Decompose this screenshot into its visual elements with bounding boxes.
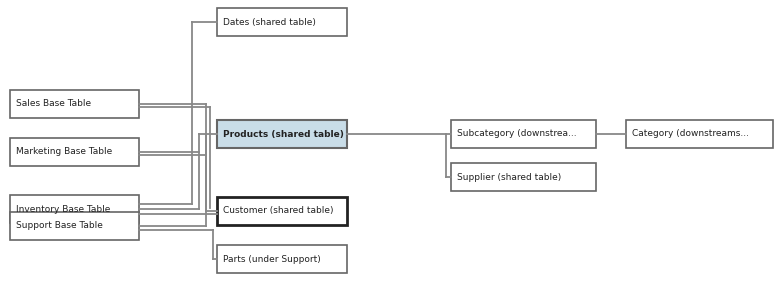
FancyBboxPatch shape: [451, 163, 596, 191]
Text: Dates (shared table): Dates (shared table): [223, 17, 316, 26]
FancyBboxPatch shape: [10, 90, 140, 118]
Text: Products (shared table): Products (shared table): [223, 130, 344, 139]
FancyBboxPatch shape: [217, 8, 347, 36]
Text: Marketing Base Table: Marketing Base Table: [16, 148, 112, 157]
FancyBboxPatch shape: [10, 212, 140, 240]
FancyBboxPatch shape: [451, 120, 596, 148]
FancyBboxPatch shape: [10, 138, 140, 166]
FancyBboxPatch shape: [217, 245, 347, 273]
Text: Inventory Base Table: Inventory Base Table: [16, 204, 110, 213]
Text: Category (downstreams...: Category (downstreams...: [632, 130, 748, 139]
FancyBboxPatch shape: [217, 197, 347, 225]
Text: Customer (shared table): Customer (shared table): [223, 206, 333, 215]
Text: Sales Base Table: Sales Base Table: [16, 99, 91, 108]
Text: Parts (under Support): Parts (under Support): [223, 255, 321, 264]
FancyBboxPatch shape: [10, 195, 140, 223]
Text: Supplier (shared table): Supplier (shared table): [457, 173, 562, 182]
Text: Subcategory (downstrea...: Subcategory (downstrea...: [457, 130, 577, 139]
FancyBboxPatch shape: [217, 120, 347, 148]
Text: Support Base Table: Support Base Table: [16, 222, 103, 231]
FancyBboxPatch shape: [626, 120, 773, 148]
